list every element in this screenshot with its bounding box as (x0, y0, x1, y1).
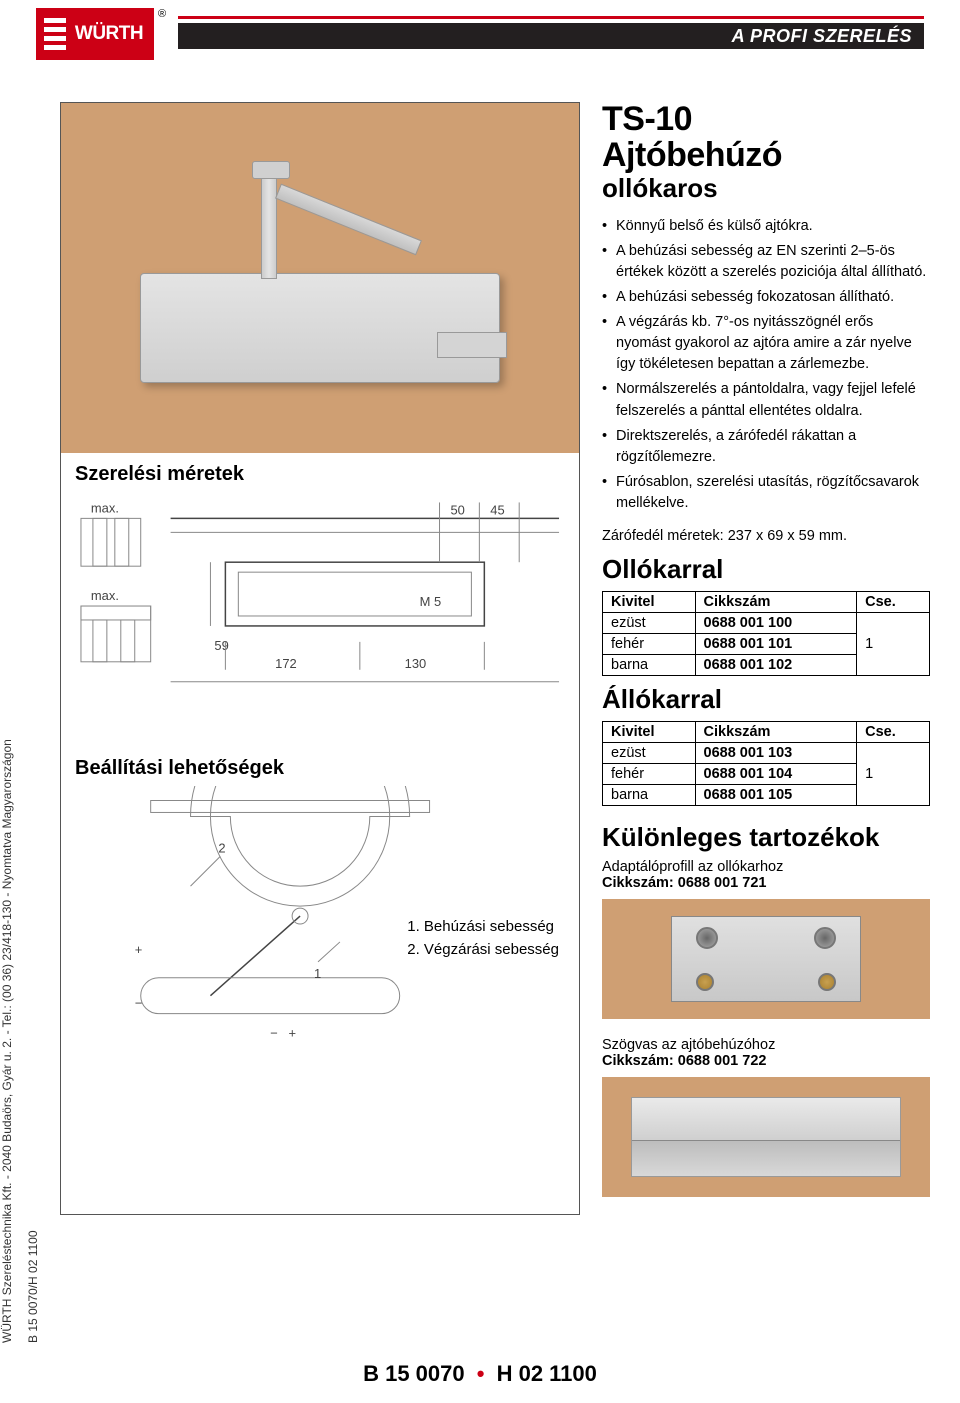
svg-text:+: + (135, 942, 143, 957)
col-cse: Cse. (857, 721, 930, 742)
table-row: ezüst 0688 001 103 1 (603, 742, 930, 763)
legend-line-2: 2. Végzárási sebesség (407, 939, 559, 962)
mounting-title: Szerelési méretek (61, 453, 579, 492)
bullet-item: A behúzási sebesség fokozatosan állíthat… (602, 287, 930, 308)
svg-text:−: − (135, 996, 143, 1011)
cell-cse: 1 (857, 612, 930, 675)
dim-172: 172 (275, 656, 297, 671)
svg-text:− +: − + (270, 1026, 296, 1041)
max-label-2: max. (91, 588, 119, 603)
cell-kivitel: barna (603, 784, 696, 805)
cell-kivitel: ezüst (603, 742, 696, 763)
dim-59: 59 (214, 638, 228, 653)
footer-left: B 15 0070 (363, 1361, 465, 1386)
mounting-svg: max. max. 50 45 (71, 492, 569, 732)
product-photo (61, 103, 579, 453)
adapter-cikk: Cikkszám: 0688 001 721 (602, 875, 930, 891)
dim-130: 130 (405, 656, 427, 671)
footer-right: H 02 1100 (497, 1361, 597, 1386)
cell-cikk: 0688 001 104 (695, 763, 857, 784)
feature-bullets: Könnyű belső és külső ajtókra. A behúzás… (602, 216, 930, 513)
cell-cikk: 0688 001 103 (695, 742, 857, 763)
cell-cikk: 0688 001 100 (695, 612, 857, 633)
col-cikk: Cikkszám (695, 591, 857, 612)
accessories-title: Különleges tartozékok (602, 824, 930, 851)
col-kivitel: Kivitel (603, 591, 696, 612)
mounting-diagram: max. max. 50 45 (61, 492, 579, 747)
bullet-item: A behúzási sebesség az EN szerinti 2–5-ö… (602, 241, 930, 283)
col-kivitel: Kivitel (603, 721, 696, 742)
side-doc-code: B 15 0070/H 02 1100 (26, 1230, 40, 1343)
door-closer-arm (261, 174, 277, 279)
adapter-plate-icon (671, 916, 861, 1002)
adapter-photo (602, 899, 930, 1019)
cell-kivitel: fehér (603, 763, 696, 784)
cell-cikk: 0688 001 102 (695, 654, 857, 675)
angle-photo (602, 1077, 930, 1197)
cell-cikk: 0688 001 101 (695, 633, 857, 654)
left-column: Szerelési méretek max. max. (60, 102, 580, 1215)
cell-cikk: 0688 001 105 (695, 784, 857, 805)
cell-kivitel: barna (603, 654, 696, 675)
wurth-logo: WÜRTH (36, 8, 154, 60)
right-column: TS-10 Ajtóbehúzó ollókaros Könnyű belső … (580, 102, 930, 1215)
cell-kivitel: fehér (603, 633, 696, 654)
slogan-text: A PROFI SZERELÉS (732, 26, 912, 47)
registered-mark: ® (158, 8, 166, 20)
cover-dimensions: Zárófedél méretek: 237 x 69 x 59 mm. (602, 528, 930, 544)
cell-cse: 1 (857, 742, 930, 805)
bullet-item: Fúrósablon, szerelési utasítás, rögzítőc… (602, 472, 930, 514)
page-footer: B 15 0070 • H 02 1100 (0, 1361, 960, 1387)
bullet-item: Könnyű belső és külső ajtókra. (602, 216, 930, 237)
table-title-ollokarral: Ollókarral (602, 554, 930, 585)
table-allokarral: Kivitel Cikkszám Cse. ezüst 0688 001 103… (602, 721, 930, 806)
callout-1: 1 (314, 966, 321, 981)
angle-cikk: Cikkszám: 0688 001 722 (602, 1053, 930, 1069)
product-title-1: TS-10 (602, 102, 930, 138)
callout-2: 2 (218, 840, 225, 855)
col-cikk: Cikkszám (695, 721, 857, 742)
col-cse: Cse. (857, 591, 930, 612)
angle-bracket-icon (631, 1097, 901, 1177)
page-header: WÜRTH ® A PROFI SZERELÉS (0, 0, 960, 90)
header-red-bar (178, 16, 924, 19)
door-closer-bracket (437, 332, 507, 358)
dim-m5: M 5 (420, 594, 442, 609)
dim-50: 50 (450, 502, 464, 517)
legend-line-1: 1. Behúzási sebesség (407, 916, 559, 939)
adjust-title: Beállítási lehetőségek (61, 747, 579, 786)
adjust-diagram: 2 1 + − − + 1. Behúzási sebesség 2. Végz… (61, 786, 579, 1081)
table-title-allokarral: Állókarral (602, 684, 930, 715)
bullet-item: Normálszerelés a pántoldalra, vagy fejje… (602, 379, 930, 421)
footer-separator: • (477, 1361, 485, 1386)
dim-45: 45 (490, 502, 504, 517)
content-area: Szerelési méretek max. max. (0, 90, 960, 1215)
slogan-bar: A PROFI SZERELÉS (178, 23, 924, 49)
door-closer-body (140, 273, 500, 383)
angle-text: Szögvas az ajtóbehúzóhoz (602, 1037, 930, 1053)
bullet-item: A végzárás kb. 7°-os nyitásszögnél erős … (602, 312, 930, 375)
side-publisher-text: WÜRTH Szereléstechnika Kft. - 2040 Budaö… (0, 739, 14, 1343)
adapter-text: Adaptálóprofill az ollókarhoz (602, 859, 930, 875)
product-title-2: Ajtóbehúzó (602, 138, 930, 174)
bullet-item: Direktszerelés, a zárófedél rákattan a r… (602, 426, 930, 468)
adjust-legend: 1. Behúzási sebesség 2. Végzárási sebess… (407, 916, 559, 961)
product-subtitle: ollókaros (602, 173, 930, 204)
table-ollokarral: Kivitel Cikkszám Cse. ezüst 0688 001 100… (602, 591, 930, 676)
table-row: ezüst 0688 001 100 1 (603, 612, 930, 633)
max-label-1: max. (91, 500, 119, 515)
brand-text: WÜRTH (75, 23, 143, 45)
cell-kivitel: ezüst (603, 612, 696, 633)
